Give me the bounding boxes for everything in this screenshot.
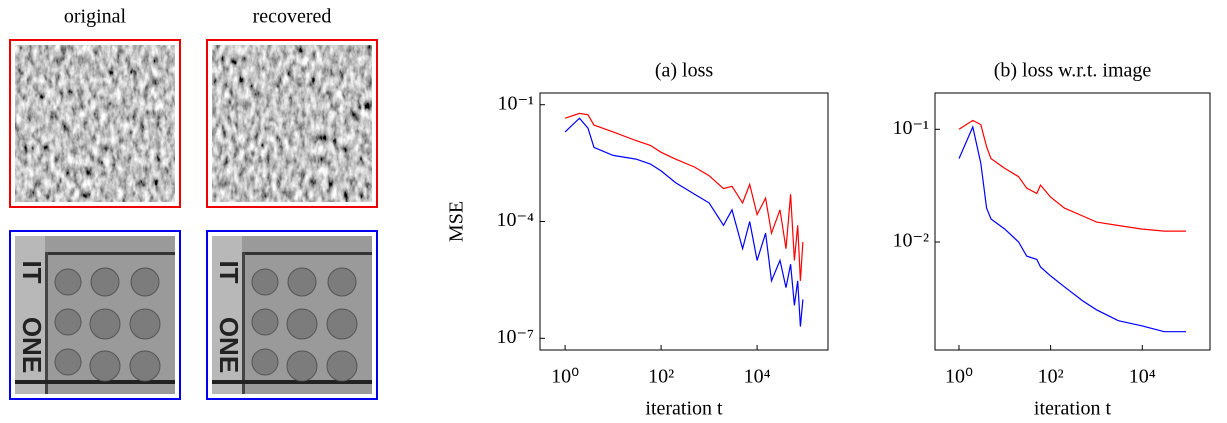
plate-original: IT ONE (9, 230, 181, 400)
image-content: IT (17, 260, 47, 283)
data-line (958, 119, 1186, 232)
x-axis-label: iteration t (1034, 398, 1112, 420)
column-label: original (64, 6, 127, 28)
x-tick-label: 10⁴ (744, 366, 771, 388)
y-tick-label: 10⁻⁴ (496, 209, 534, 231)
y-tick-label: 10⁻⁷ (496, 326, 534, 348)
x-tick-label: 10⁴ (1129, 366, 1156, 388)
data-line (958, 124, 1186, 333)
grass-original (9, 39, 181, 208)
chart-title: (a) loss (655, 60, 714, 82)
plate-recovered (206, 230, 378, 400)
y-axis-label: MSE (446, 201, 468, 242)
plot-frame (539, 92, 829, 351)
data-line (564, 112, 804, 281)
y-tick-label: 10⁻¹ (497, 92, 534, 114)
plot-frame (934, 92, 1211, 351)
x-axis-label: iteration t (645, 398, 723, 420)
y-tick-label: 10⁻² (892, 230, 929, 252)
x-tick-label: 10⁰ (551, 366, 579, 388)
x-tick-label: 10² (1038, 366, 1064, 388)
column-label: recovered (253, 6, 332, 28)
y-tick-label: 10⁻¹ (892, 117, 929, 139)
x-tick-label: 10⁰ (945, 366, 973, 388)
image-content: ONE (17, 317, 47, 373)
x-tick-label: 10² (648, 366, 674, 388)
data-line (564, 117, 804, 327)
grass-recovered (206, 39, 378, 208)
chart-title: (b) loss w.r.t. image (994, 60, 1152, 82)
